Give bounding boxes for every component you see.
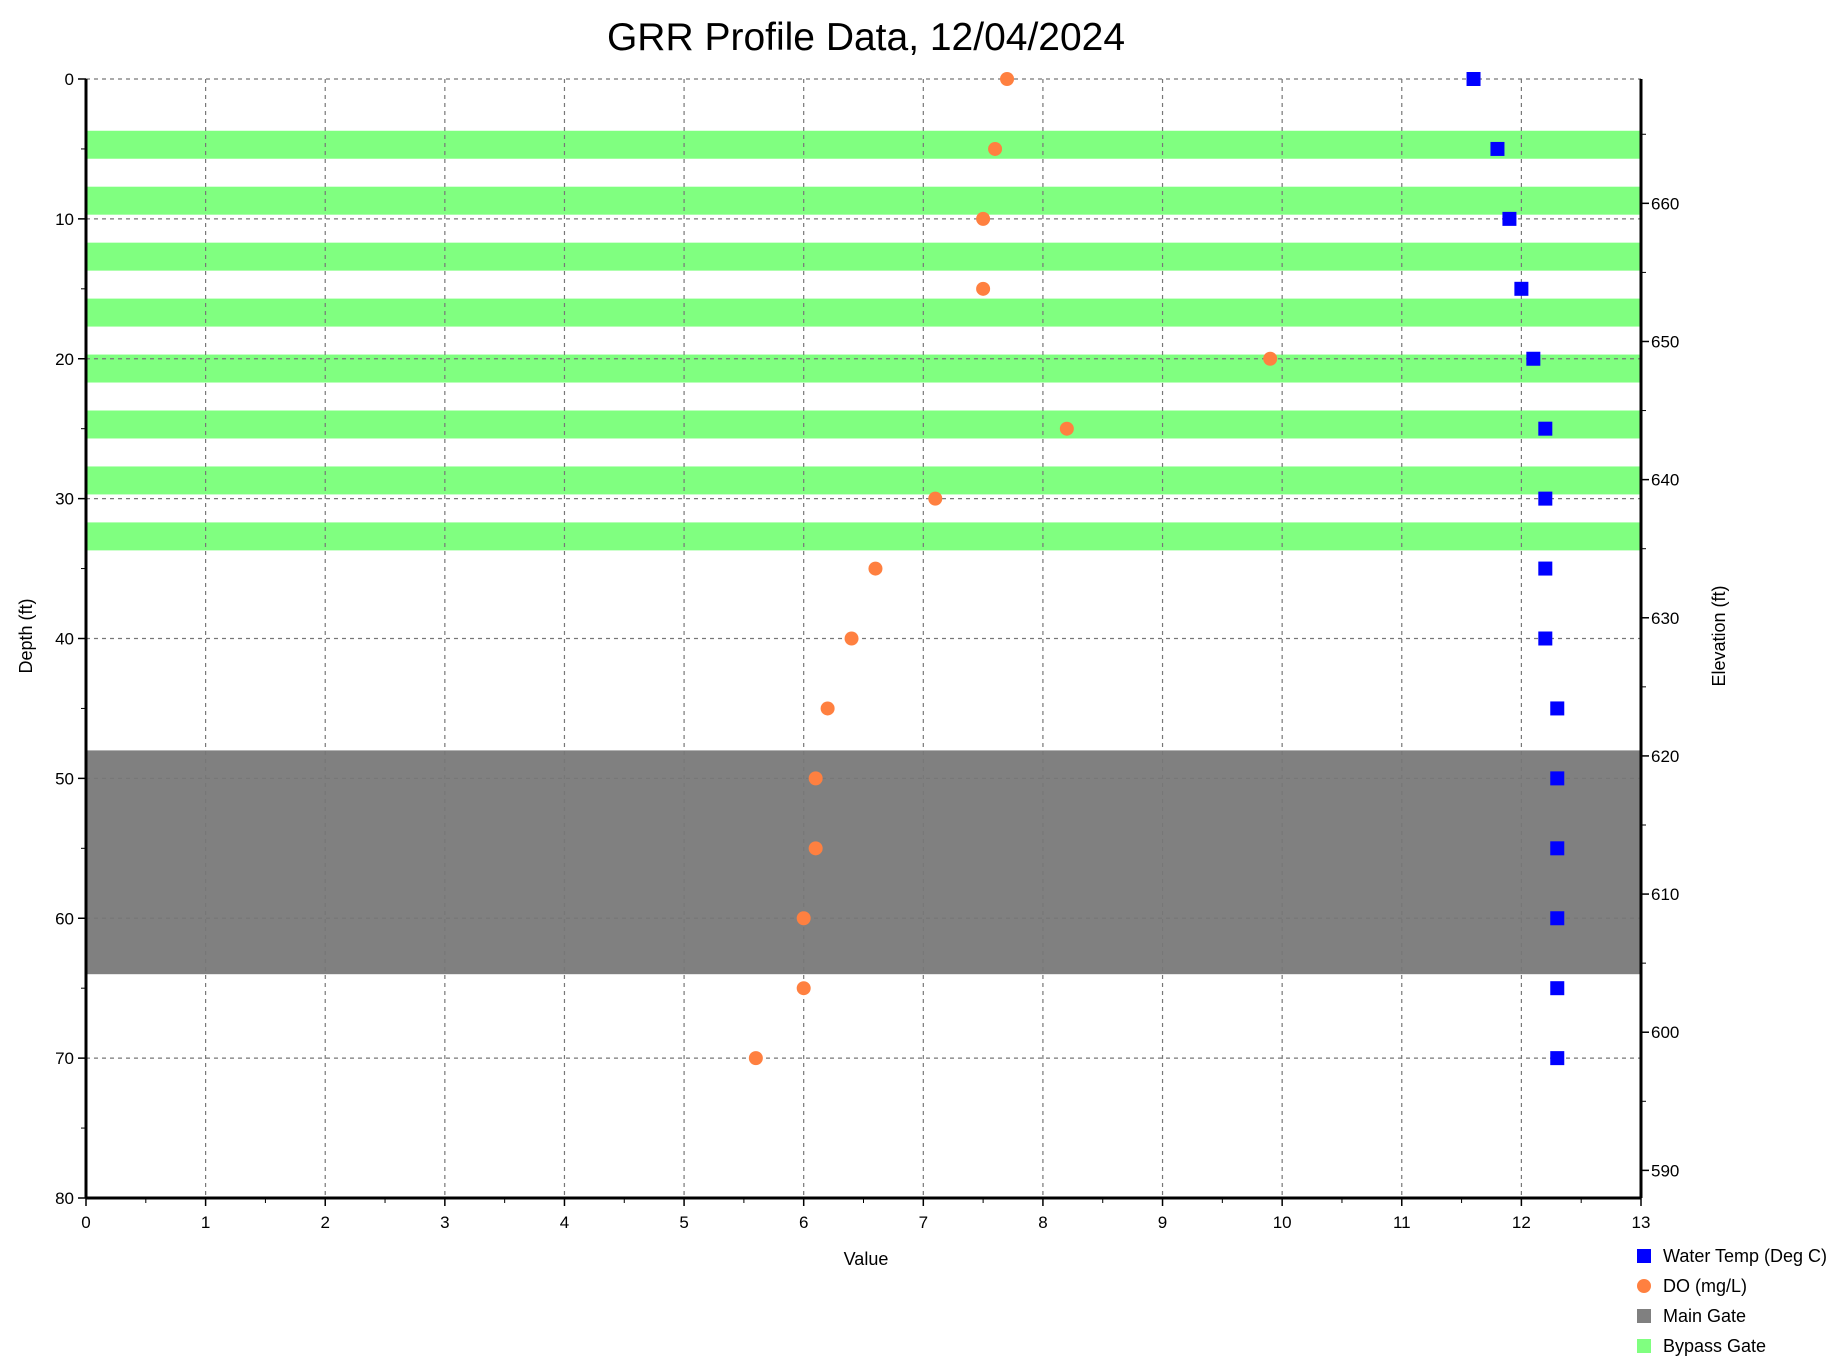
y2-tick-label: 650 — [1651, 332, 1679, 351]
x-tick-label: 5 — [679, 1213, 688, 1232]
water-temp-deg-c-point — [1550, 701, 1565, 716]
water-temp-deg-c-point — [1550, 771, 1565, 786]
chart-title: GRR Profile Data, 12/04/2024 — [607, 16, 1125, 59]
bypass-gate-band — [86, 186, 1641, 215]
x-tick-label: 7 — [919, 1213, 928, 1232]
y2-tick-label: 620 — [1651, 747, 1679, 766]
y-tick-label: 10 — [55, 210, 74, 229]
water-temp-deg-c-point — [1538, 561, 1553, 576]
legend-label-main-gate: Main Gate — [1663, 1306, 1746, 1326]
x-tick-label: 13 — [1632, 1213, 1651, 1232]
y-tick-label: 30 — [55, 490, 74, 509]
data-points — [748, 72, 1565, 1066]
y2-tick-label: 600 — [1651, 1023, 1679, 1042]
y-tick-label: 60 — [55, 909, 74, 928]
y2-tick-label: 630 — [1651, 609, 1679, 628]
x-tick-label: 12 — [1512, 1213, 1531, 1232]
do-mg-l-point — [976, 281, 991, 296]
bypass-gate-band — [86, 466, 1641, 495]
water-temp-deg-c-point — [1538, 631, 1553, 646]
x-tick-label: 4 — [560, 1213, 569, 1232]
water-temp-deg-c-point — [1550, 911, 1565, 926]
x-tick-label: 8 — [1038, 1213, 1047, 1232]
water-temp-deg-c-point — [1550, 981, 1565, 996]
water-temp-deg-c-point — [1466, 72, 1481, 86]
do-mg-l-point — [988, 141, 1003, 156]
do-mg-l-point — [796, 981, 811, 996]
x-tick-label: 6 — [799, 1213, 808, 1232]
bypass-gate-band — [86, 298, 1641, 327]
y2-tick-label: 640 — [1651, 471, 1679, 490]
water-temp-deg-c-point — [1538, 421, 1553, 436]
x-axis-title: Value — [844, 1249, 889, 1269]
water-temp-deg-c-point — [1526, 351, 1541, 366]
y-tick-label: 40 — [55, 630, 74, 649]
do-mg-l-point — [868, 561, 883, 576]
do-mg-l-point — [1000, 72, 1015, 86]
do-mg-l-point — [1263, 351, 1278, 366]
y-tick-label: 20 — [55, 350, 74, 369]
water-temp-deg-c-point — [1550, 841, 1565, 856]
water-temp-deg-c-point — [1490, 141, 1505, 156]
y-tick-label: 80 — [55, 1189, 74, 1208]
y2-axis-title: Elevation (ft) — [1709, 585, 1729, 686]
gate-bands — [86, 130, 1641, 975]
y-axis-title: Depth (ft) — [16, 598, 36, 673]
y-tick-label: 50 — [55, 769, 74, 788]
bypass-gate-band — [86, 242, 1641, 271]
water-temp-deg-c-point — [1550, 1051, 1565, 1066]
do-mg-l-point — [808, 771, 823, 786]
legend-label-bypass-gate: Bypass Gate — [1663, 1336, 1766, 1356]
do-mg-l-point — [796, 911, 811, 926]
legend-label-do-mg-l: DO (mg/L) — [1663, 1276, 1747, 1296]
y2-tick-label: 590 — [1651, 1161, 1679, 1180]
bypass-gate-band — [86, 410, 1641, 439]
do-mg-l-point — [1059, 421, 1074, 436]
x-tick-label: 2 — [320, 1213, 329, 1232]
legend-swatch-water-temp-deg-c — [1637, 1249, 1651, 1263]
bypass-gate-band — [86, 130, 1641, 159]
water-temp-deg-c-point — [1514, 281, 1529, 296]
legend-label-water-temp-deg-c: Water Temp (Deg C) — [1663, 1246, 1827, 1266]
y2-tick-label: 610 — [1651, 885, 1679, 904]
water-temp-deg-c-point — [1538, 491, 1553, 506]
do-mg-l-point — [748, 1051, 763, 1066]
main-gate-band — [86, 750, 1641, 975]
bypass-gate-band — [86, 522, 1641, 551]
x-tick-label: 11 — [1393, 1213, 1411, 1232]
y2-tick-label: 660 — [1651, 194, 1679, 213]
do-mg-l-point — [844, 631, 859, 646]
legend-swatch-main-gate — [1637, 1309, 1651, 1323]
do-mg-l-point — [928, 491, 943, 506]
axes: 0 1 2 3 4 5 6 7 8 9 10 11 12 130102030405060708066065… — [55, 70, 1679, 1232]
x-tick-label: 10 — [1273, 1213, 1292, 1232]
x-tick-label: 3 — [440, 1213, 449, 1232]
legend: Water Temp (Deg C) DO (mg/L) Main Gate Bypa… — [1637, 1246, 1827, 1356]
x-tick-label: 1 — [201, 1213, 210, 1232]
grid-lines — [86, 78, 1642, 1198]
do-mg-l-point — [820, 701, 835, 716]
legend-swatch-bypass-gate — [1637, 1339, 1651, 1353]
water-temp-deg-c-point — [1502, 211, 1517, 226]
legend-swatch-do-mg-l — [1637, 1279, 1651, 1293]
x-tick-label: 9 — [1158, 1213, 1167, 1232]
do-mg-l-point — [976, 211, 991, 226]
do-mg-l-point — [808, 841, 823, 856]
y-tick-label: 70 — [55, 1049, 74, 1068]
x-tick-label: 0 — [81, 1213, 90, 1232]
y-tick-label: 0 — [65, 70, 74, 89]
